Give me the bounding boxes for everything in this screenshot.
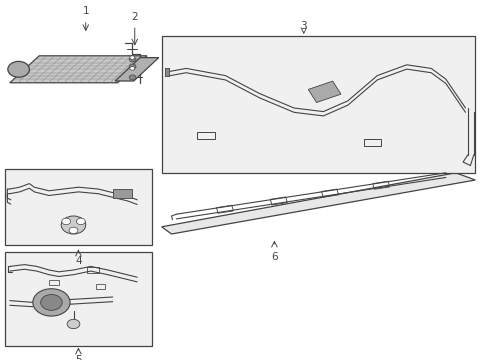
- Text: 5: 5: [75, 355, 82, 360]
- Circle shape: [129, 64, 136, 69]
- Bar: [197, 132, 215, 139]
- Bar: [162, 36, 475, 173]
- Polygon shape: [115, 58, 159, 81]
- Bar: [364, 139, 381, 146]
- Bar: [113, 189, 132, 198]
- Circle shape: [62, 218, 71, 225]
- Bar: [308, 81, 341, 103]
- Circle shape: [129, 57, 136, 62]
- Polygon shape: [10, 56, 147, 83]
- Circle shape: [130, 67, 135, 70]
- Bar: [87, 267, 99, 273]
- Bar: [373, 181, 390, 189]
- Circle shape: [69, 227, 78, 234]
- Circle shape: [8, 61, 29, 77]
- Circle shape: [130, 56, 135, 59]
- Bar: [49, 280, 59, 285]
- Circle shape: [129, 75, 136, 80]
- Bar: [165, 68, 169, 76]
- Bar: [96, 284, 105, 289]
- Text: 6: 6: [271, 252, 278, 262]
- Text: 1: 1: [82, 6, 89, 16]
- Text: 4: 4: [75, 256, 82, 266]
- Bar: [165, 68, 169, 76]
- Text: 2: 2: [131, 12, 138, 22]
- Bar: [5, 169, 152, 245]
- Circle shape: [41, 294, 62, 310]
- Bar: [217, 205, 233, 213]
- Circle shape: [33, 289, 70, 316]
- Bar: [5, 252, 152, 346]
- Bar: [321, 189, 339, 197]
- Circle shape: [67, 319, 80, 329]
- Polygon shape: [162, 173, 475, 234]
- Bar: [165, 68, 169, 76]
- Bar: [270, 197, 287, 205]
- Text: 3: 3: [300, 21, 307, 31]
- Circle shape: [76, 218, 85, 225]
- Bar: [165, 68, 169, 76]
- Circle shape: [61, 216, 86, 234]
